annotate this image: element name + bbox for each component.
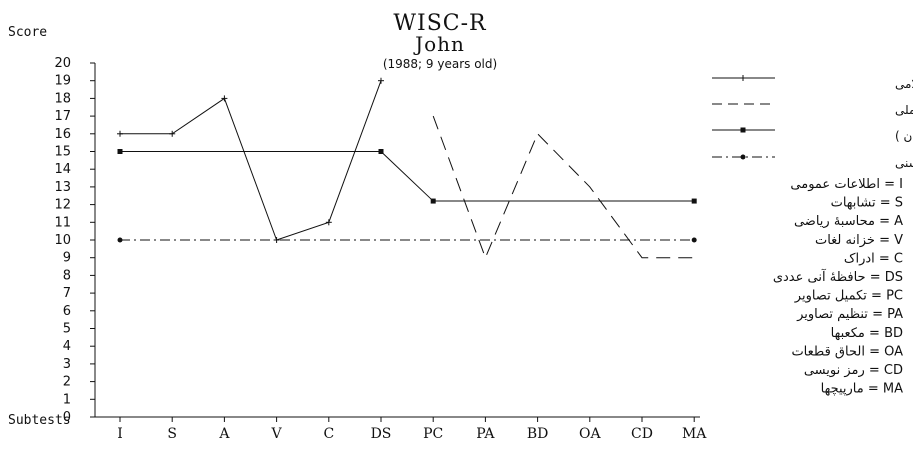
series-line-2: [432, 115, 695, 260]
x-tick-label: PC: [423, 426, 443, 442]
data-point-1: [378, 77, 384, 84]
data-point-1: [221, 95, 228, 102]
abbreviation-list: اطلاعات عمومی = I تشابهات = S محاسبهٔ ریاض…: [773, 177, 903, 397]
abbreviation-entry: تشابهات = S: [831, 196, 903, 211]
x-tick-label: V: [271, 426, 283, 442]
chart-note: (1988; 9 years old): [383, 57, 497, 71]
x-axis-label: Subtests: [8, 413, 71, 428]
abbreviation-entry: مارپیچها = MA: [821, 382, 903, 397]
y-tick-label: 6: [63, 304, 71, 319]
data-point-4: [117, 237, 123, 243]
y-tick-label: 9: [63, 251, 71, 266]
y-tick-label: 20: [54, 56, 71, 71]
x-tick-label: DS: [371, 426, 392, 442]
x-tick-label: C: [323, 426, 334, 442]
y-tick-label: 16: [54, 127, 71, 142]
y-tick-label: 8: [63, 268, 71, 283]
legend-label-2: عملی: [895, 103, 913, 117]
data-point-3: [117, 149, 123, 154]
legend-marker-1: [740, 75, 746, 81]
y-tick-label: 5: [63, 322, 71, 337]
y-tick-label: 17: [54, 109, 71, 124]
chart-title: WISC-R: [393, 11, 487, 36]
legend-marker-4: [740, 154, 746, 160]
abbreviation-entry: محاسبهٔ ریاضی = A: [794, 214, 903, 229]
legend-label-4: میانگین گروه سنی: [895, 156, 913, 171]
series-line-1: [120, 80, 382, 241]
data-point-1: [169, 130, 176, 137]
data-point-3: [430, 198, 436, 204]
y-tick-label: 1: [63, 392, 71, 407]
y-tick-label: 11: [54, 215, 71, 230]
y-tick-label: 0: [63, 410, 71, 425]
y-tick-label: 14: [54, 162, 71, 177]
abbreviation-entry: تکمیل تصاویر = PC: [794, 289, 903, 304]
legend-marker-3: [740, 127, 746, 133]
abbreviation-entry: مکعبها = BD: [831, 326, 903, 341]
abbreviation-entry: اطلاعات عمومی = I: [790, 177, 903, 192]
y-tick-label: 18: [54, 91, 71, 106]
data-point-3: [378, 149, 384, 154]
abbreviation-entry: رمز نویسی = CD: [804, 363, 903, 378]
y-tick-label: 3: [63, 357, 71, 372]
x-tick-label: I: [117, 426, 123, 442]
x-tick-label: S: [167, 426, 177, 442]
y-tick-label: 13: [54, 180, 71, 195]
abbreviation-entry: ادراک = C: [844, 251, 903, 266]
data-point-1: [117, 130, 123, 137]
y-tick-label: 2: [63, 375, 71, 390]
x-tick-label: CD: [631, 426, 653, 442]
x-tick-label: OA: [579, 426, 601, 442]
abbreviation-entry: الحاق قطعات = OA: [791, 344, 903, 359]
x-tick-label: A: [218, 426, 230, 442]
data-point-3: [691, 198, 697, 204]
y-tick-label: 12: [54, 198, 71, 213]
y-tick-label: 4: [63, 339, 71, 354]
x-tick-label: BD: [527, 426, 549, 442]
legend-label-3: میانگین ( جان ): [895, 129, 913, 144]
y-tick-label: 7: [63, 286, 71, 301]
y-tick-label: 10: [54, 233, 71, 248]
y-tick-label: 19: [54, 74, 71, 89]
legend: کلامی عملی میانگین ( جان ) میانگین گروه سنی: [712, 75, 913, 171]
chart-subtitle: John: [413, 32, 465, 56]
y-axis-label: Score: [8, 25, 47, 40]
series-line-3: [120, 151, 695, 202]
abbreviation-entry: خزانه لغات = V: [815, 233, 903, 248]
x-tick-label: PA: [476, 426, 495, 442]
abbreviation-entry: حافظهٔ آنی عددی = DS: [773, 268, 903, 285]
abbreviation-entry: تنظیم تصاویر = PA: [796, 307, 903, 322]
data-point-4: [691, 237, 697, 243]
data-point-1: [325, 219, 332, 226]
x-tick-label: MA: [682, 426, 707, 442]
legend-label-1: کلامی: [895, 77, 913, 91]
y-tick-label: 15: [54, 145, 71, 160]
